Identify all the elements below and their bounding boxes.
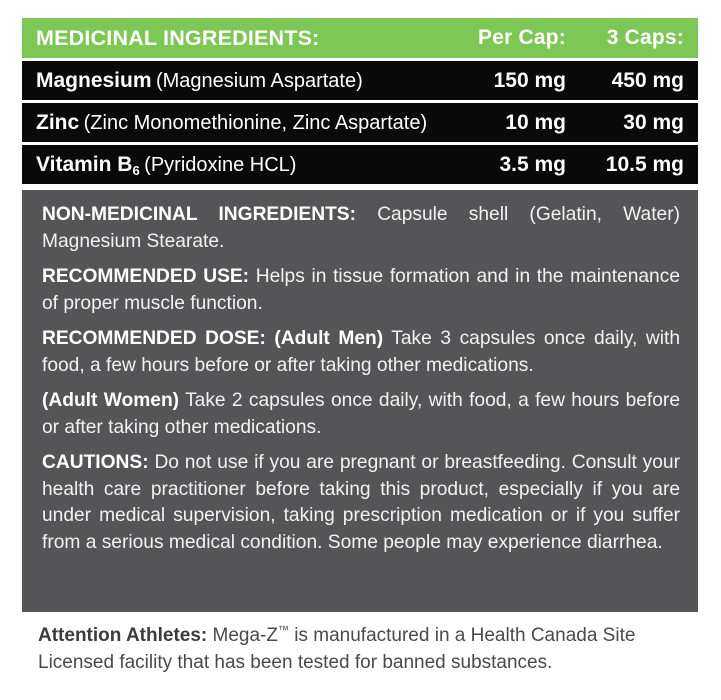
cautions-paragraph: CAUTIONS: Do not use if you are pregnant… <box>42 450 680 556</box>
recommended-dose-men-paragraph: RECOMMENDED DOSE: (Adult Men) Take 3 cap… <box>42 326 680 379</box>
product-information-block: NON-MEDICINAL INGREDIENTS: Capsule shell… <box>22 190 698 612</box>
table-title: MEDICINAL INGREDIENTS: <box>36 25 320 50</box>
non-medicinal-ingredients-text: Capsule shell (Gelatin, Water) Magnesium… <box>42 204 680 252</box>
ingredient-source: (Zinc Monomethionine, Zinc Aspartate) <box>83 111 428 134</box>
recommended-dose-women-paragraph: (Adult Women) Take 2 capsules once daily… <box>42 388 680 441</box>
ingredient-per-cap-value: 10 mg <box>505 110 566 134</box>
ingredient-3-caps-value: 450 mg <box>611 68 684 92</box>
ingredient-name: Zinc <box>36 110 80 134</box>
recommended-use-label: RECOMMENDED USE: <box>42 266 250 287</box>
ingredient-source: (Magnesium Aspartate) <box>155 69 363 92</box>
ingredient-name-cell: Magnesium (Magnesium Aspartate) <box>22 69 448 93</box>
table-header-row: MEDICINAL INGREDIENTS: Per Cap: 3 Caps: <box>22 18 698 58</box>
ingredient-3-caps-value: 10.5 mg <box>605 152 684 176</box>
table-row: Zinc (Zinc Monomethionine, Zinc Aspartat… <box>22 103 698 142</box>
ingredient-name-cell: Vitamin B6 (Pyridoxine HCL) <box>22 153 448 177</box>
ingredient-3-caps-value: 30 mg <box>623 110 684 134</box>
non-medicinal-ingredients-paragraph: NON-MEDICINAL INGREDIENTS: Capsule shell… <box>42 202 680 255</box>
recommended-dose-women-label: (Adult Women) <box>42 390 180 411</box>
ingredient-name: Vitamin B6 <box>36 152 140 177</box>
non-medicinal-ingredients-label: NON-MEDICINAL INGREDIENTS: <box>42 204 356 225</box>
ingredient-source: (Pyridoxine HCL) <box>144 153 297 176</box>
cautions-text: Do not use if you are pregnant or breast… <box>42 452 680 553</box>
medicinal-ingredients-table: MEDICINAL INGREDIENTS: Per Cap: 3 Caps: … <box>22 18 698 184</box>
column-header-per-cap: Per Cap: <box>478 26 566 49</box>
recommended-dose-men-text: Take 3 capsules once daily, with food, a… <box>42 328 680 376</box>
attention-athletes-note: Attention Athletes: Mega-Z™ is manufactu… <box>38 622 688 676</box>
table-row: Magnesium (Magnesium Aspartate) 150 mg 4… <box>22 61 698 100</box>
trademark-icon: ™ <box>277 624 289 637</box>
cautions-label: CAUTIONS: <box>42 452 149 473</box>
recommended-dose-women-text: Take 2 capsules once daily, with food, a… <box>42 390 680 438</box>
recommended-use-text: Helps in tissue formation and in the mai… <box>42 266 680 314</box>
ingredient-per-cap-value: 150 mg <box>493 68 566 92</box>
vitamin-b6-subscript: 6 <box>132 162 140 177</box>
attention-athletes-text: is manufactured in a Health Canada Site … <box>38 625 636 673</box>
table-row: Vitamin B6 (Pyridoxine HCL) 3.5 mg 10.5 … <box>22 145 698 184</box>
ingredient-name: Magnesium <box>36 68 152 92</box>
column-header-3-caps: 3 Caps: <box>606 26 684 49</box>
ingredient-per-cap-value: 3.5 mg <box>499 152 566 176</box>
attention-athletes-label: Attention Athletes: <box>38 625 208 646</box>
recommended-use-paragraph: RECOMMENDED USE: Helps in tissue formati… <box>42 264 680 317</box>
recommended-dose-men-label: RECOMMENDED DOSE: (Adult Men) <box>42 328 384 349</box>
ingredient-name-cell: Zinc (Zinc Monomethionine, Zinc Aspartat… <box>22 111 448 135</box>
ingredient-name-text: Vitamin B <box>36 152 133 176</box>
brand-name: Mega-Z <box>212 625 278 646</box>
